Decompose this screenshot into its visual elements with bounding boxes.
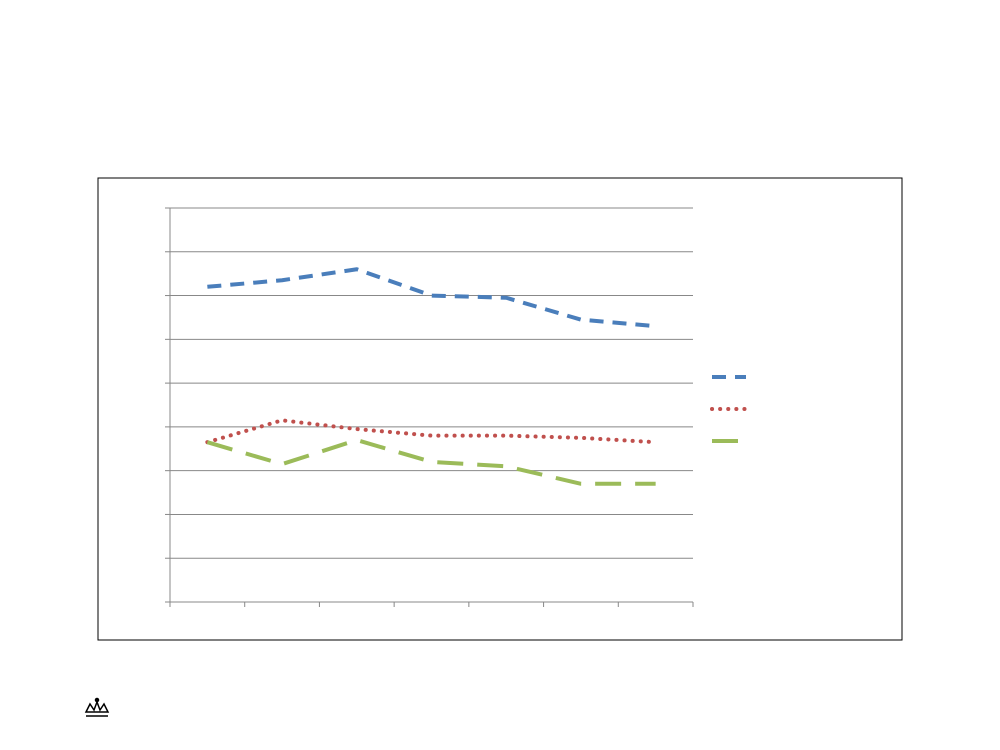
series-line (207, 267, 656, 329)
chart-frame (97, 177, 903, 641)
series-line (206, 438, 656, 486)
crown-logo (84, 697, 110, 717)
series-line (205, 418, 658, 445)
